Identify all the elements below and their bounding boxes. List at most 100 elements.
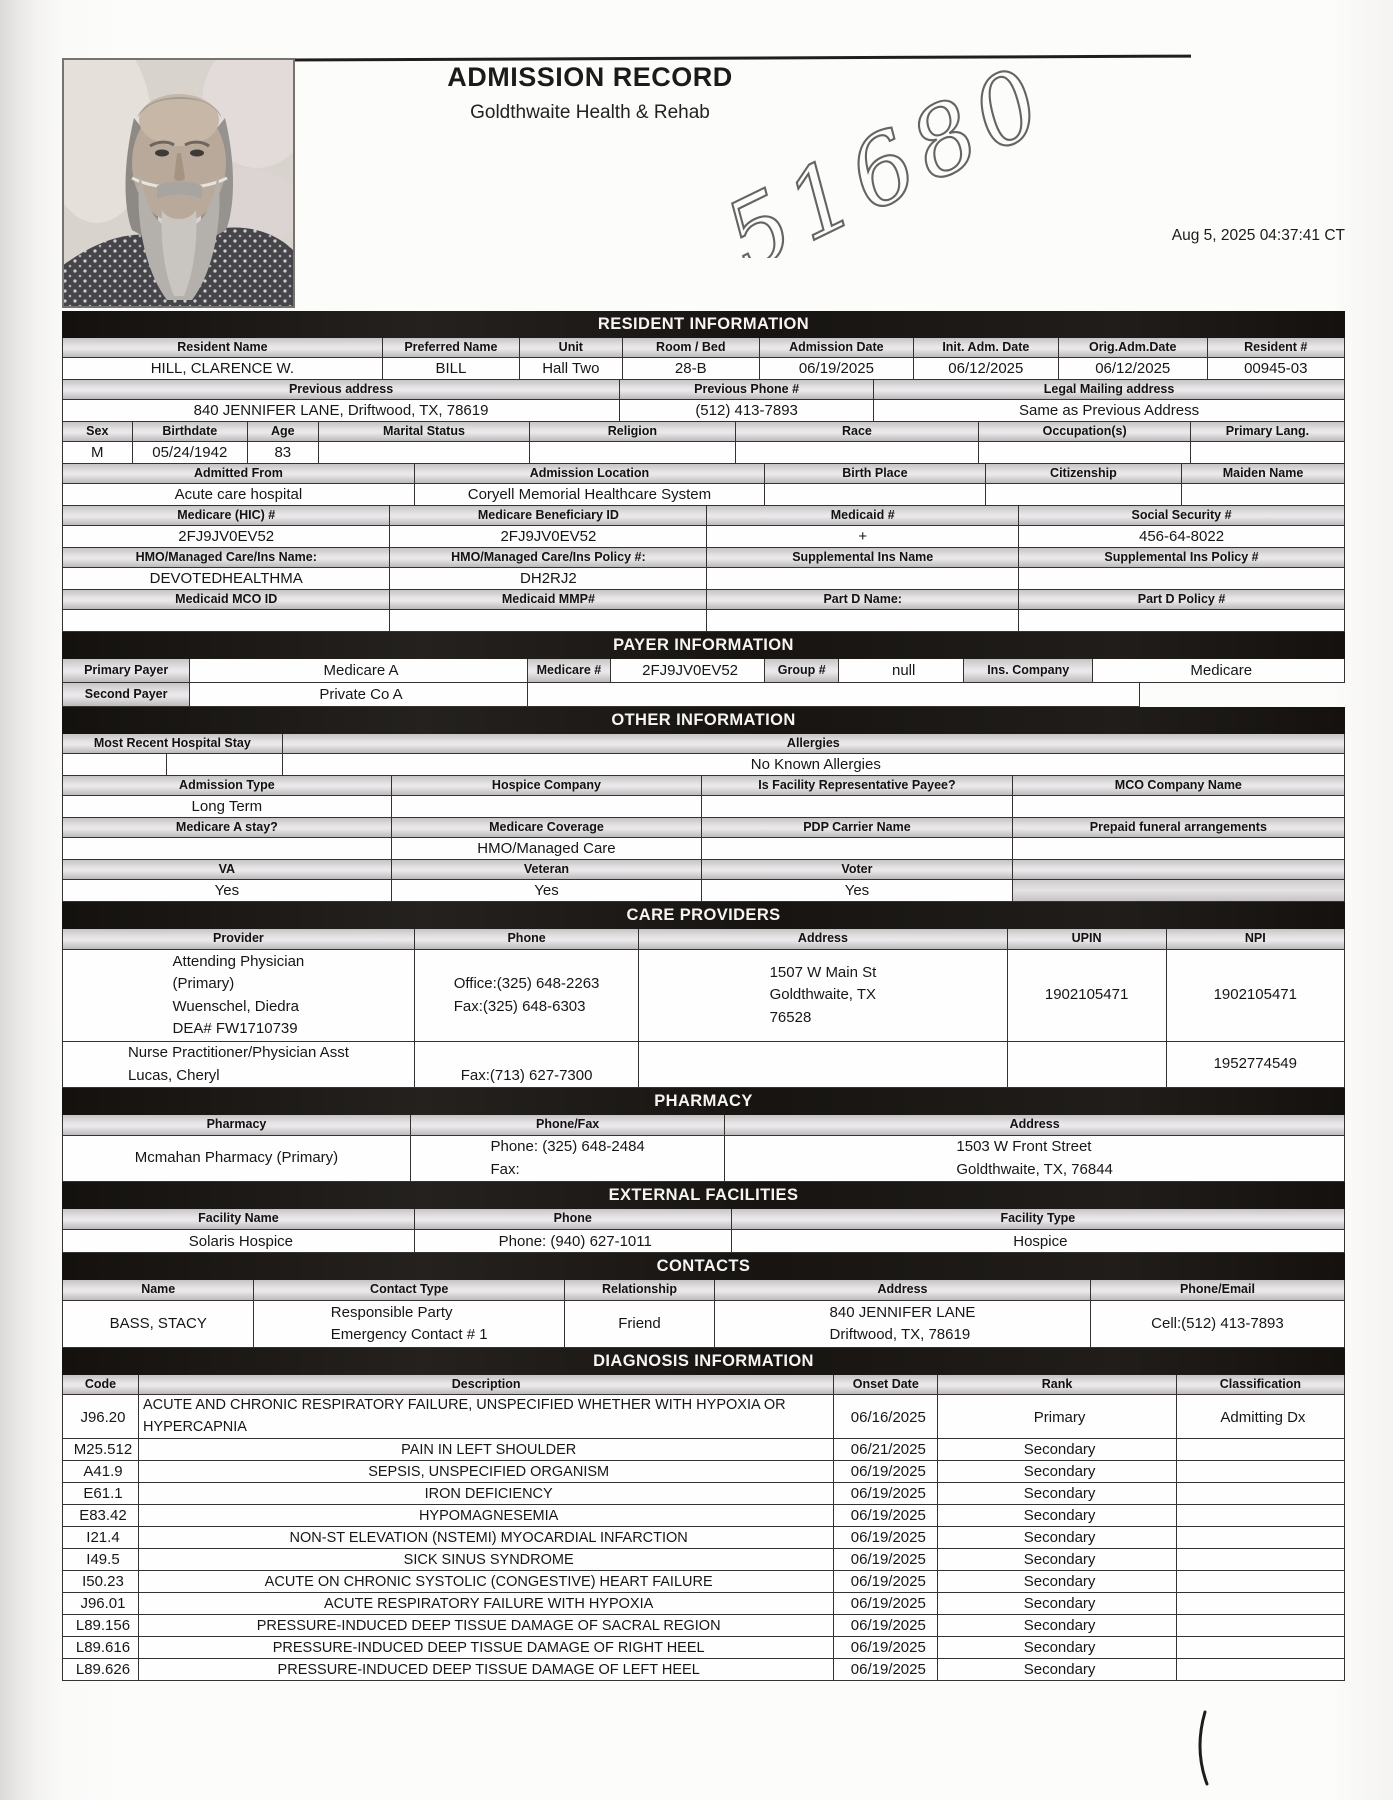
diagnosis-rank: Secondary	[938, 1483, 1177, 1505]
diagnosis-row: J96.01 ACUTE RESPIRATORY FAILURE WITH HY…	[62, 1593, 1345, 1615]
medicare-coverage-value: HMO/Managed Care	[391, 838, 703, 860]
resident-value-row-6: DEVOTEDHEALTHMA DH2RJ2	[62, 568, 1345, 590]
diagnosis-classification	[1176, 1483, 1345, 1505]
diagnosis-description: NON-ST ELEVATION (NSTEMI) MYOCARDIAL INF…	[138, 1527, 835, 1549]
medicaid-number-value: +	[707, 526, 1020, 548]
diagnosis-code: I21.4	[62, 1527, 139, 1549]
diagnosis-code: M25.512	[62, 1439, 139, 1461]
col-header: Supplemental Ins Name	[707, 548, 1020, 568]
col-header: Code	[62, 1375, 139, 1395]
diagnosis-classification	[1176, 1571, 1345, 1593]
section-care-providers: CARE PROVIDERS	[62, 902, 1345, 929]
col-header: Phone	[414, 929, 640, 950]
col-header: Room / Bed	[622, 338, 760, 358]
marital-status-value	[318, 442, 531, 464]
diagnosis-rank: Secondary	[938, 1615, 1177, 1637]
care-provider-row: Attending Physician (Primary) Wuenschel,…	[62, 950, 1345, 1042]
va-value: Yes	[62, 880, 392, 902]
provider-name-value: Nurse Practitioner/Physician Asst Lucas,…	[62, 1042, 415, 1088]
facility-phone-value: Phone: (940) 627-1011	[414, 1230, 732, 1253]
medicare-a-stay-value	[62, 838, 392, 860]
resident-value-row-4: Acute care hospital Coryell Memorial Hea…	[62, 484, 1345, 506]
room-bed-value: 28-B	[622, 358, 760, 380]
diagnosis-code: L89.616	[62, 1637, 139, 1659]
diagnosis-classification	[1176, 1527, 1345, 1549]
contact-row: BASS, STACY Responsible Party Emergency …	[62, 1301, 1345, 1348]
col-header: Religion	[530, 422, 736, 442]
provider-phone-value: Office:(325) 648-2263 Fax:(325) 648-6303	[414, 950, 640, 1042]
diagnosis-description: SICK SINUS SYNDROME	[138, 1549, 835, 1571]
col-header: Prepaid funeral arrangements	[1012, 818, 1345, 838]
previous-phone-value: (512) 413-7893	[620, 400, 875, 422]
diagnosis-row: A41.9 SEPSIS, UNSPECIFIED ORGANISM 06/19…	[62, 1461, 1345, 1483]
care-header-row: Provider Phone Address UPIN NPI	[62, 929, 1345, 950]
handwritten-number: 51680	[707, 44, 1050, 258]
admission-form: RESIDENT INFORMATION Resident Name Prefe…	[62, 311, 1345, 1681]
diagnosis-classification	[1176, 1659, 1345, 1681]
col-header: Resident Name	[62, 338, 383, 358]
col-header: Admission Date	[759, 338, 914, 358]
diagnosis-row: E83.42 HYPOMAGNESEMIA 06/19/2025 Seconda…	[62, 1505, 1345, 1527]
col-header: Facility Type	[731, 1209, 1345, 1230]
payer-row-2: Second Payer Private Co A	[62, 683, 1345, 707]
pharmacy-header-row: Pharmacy Phone/Fax Address	[62, 1115, 1345, 1136]
medicare-number-label: Medicare #	[527, 659, 612, 683]
resident-value-row-1: HILL, CLARENCE W. BILL Hall Two 28-B 06/…	[62, 358, 1345, 380]
diagnosis-description: PAIN IN LEFT SHOULDER	[138, 1439, 835, 1461]
col-header: Is Facility Representative Payee?	[702, 776, 1013, 796]
col-header: Race	[735, 422, 980, 442]
diagnosis-onset-date: 06/19/2025	[834, 1527, 939, 1549]
hospital-stay-to-value	[167, 754, 283, 776]
section-resident-information: RESIDENT INFORMATION	[62, 311, 1345, 338]
col-header: Admission Location	[414, 464, 766, 484]
primary-payer-value: Medicare A	[190, 659, 528, 683]
col-header: Voter	[702, 860, 1013, 880]
diagnosis-onset-date: 06/21/2025	[834, 1439, 939, 1461]
part-d-policy-value	[1019, 610, 1345, 632]
medicare-hic-value: 2FJ9JV0EV52	[62, 526, 391, 548]
provider-phone-value: Fax:(713) 627-7300	[414, 1042, 640, 1088]
contact-address-value: 840 JENNIFER LANE Driftwood, TX, 78619	[715, 1301, 1091, 1348]
diagnosis-onset-date: 06/19/2025	[834, 1615, 939, 1637]
hospital-stay-label: Most Recent Hospital Stay	[62, 734, 283, 754]
diagnosis-classification	[1176, 1637, 1345, 1659]
religion-value	[530, 442, 736, 464]
orig-adm-date-value: 06/12/2025	[1058, 358, 1208, 380]
diagnosis-row: E61.1 IRON DEFICIENCY 06/19/2025 Seconda…	[62, 1483, 1345, 1505]
sex-value: M	[62, 442, 133, 464]
resident-name-value: HILL, CLARENCE W.	[62, 358, 383, 380]
empty-cell	[1012, 880, 1345, 902]
diagnosis-row: L89.156 PRESSURE-INDUCED DEEP TISSUE DAM…	[62, 1615, 1345, 1637]
diagnosis-onset-date: 06/19/2025	[834, 1571, 939, 1593]
hmo-name-value: DEVOTEDHEALTHMA	[62, 568, 391, 590]
col-header: Description	[138, 1375, 835, 1395]
diagnosis-onset-date: 06/19/2025	[834, 1461, 939, 1483]
diagnosis-description: ACUTE AND CHRONIC RESPIRATORY FAILURE, U…	[138, 1395, 835, 1439]
diagnosis-description: SEPSIS, UNSPECIFIED ORGANISM	[138, 1461, 835, 1483]
col-header: Previous address	[62, 380, 621, 400]
diagnosis-code: J96.01	[62, 1593, 139, 1615]
col-header: Age	[248, 422, 319, 442]
group-number-label: Group #	[765, 659, 840, 683]
legal-mailing-address-value: Same as Previous Address	[874, 400, 1345, 422]
pharmacy-phone-value: Phone: (325) 648-2484 Fax:	[410, 1136, 726, 1182]
diagnosis-row: M25.512 PAIN IN LEFT SHOULDER 06/21/2025…	[62, 1439, 1345, 1461]
diagnosis-onset-date: 06/19/2025	[834, 1659, 939, 1681]
resident-value-row-2: 840 JENNIFER LANE, Driftwood, TX, 78619 …	[62, 400, 1345, 422]
blank-area	[1140, 683, 1345, 707]
other-header-row-4: VA Veteran Voter	[62, 860, 1345, 880]
col-header: Citizenship	[985, 464, 1183, 484]
col-header: VA	[62, 860, 392, 880]
col-header: Phone	[414, 1209, 732, 1230]
section-contacts: CONTACTS	[62, 1253, 1345, 1280]
diagnosis-classification	[1176, 1593, 1345, 1615]
diagnosis-rank: Secondary	[938, 1505, 1177, 1527]
col-header: UPIN	[1007, 929, 1167, 950]
diagnosis-classification	[1176, 1549, 1345, 1571]
section-external-facilities: EXTERNAL FACILITIES	[62, 1182, 1345, 1209]
col-header: PDP Carrier Name	[702, 818, 1013, 838]
diagnosis-onset-date: 06/19/2025	[834, 1483, 939, 1505]
resident-header-row-6: HMO/Managed Care/Ins Name: HMO/Managed C…	[62, 548, 1345, 568]
admission-type-value: Long Term	[62, 796, 392, 818]
